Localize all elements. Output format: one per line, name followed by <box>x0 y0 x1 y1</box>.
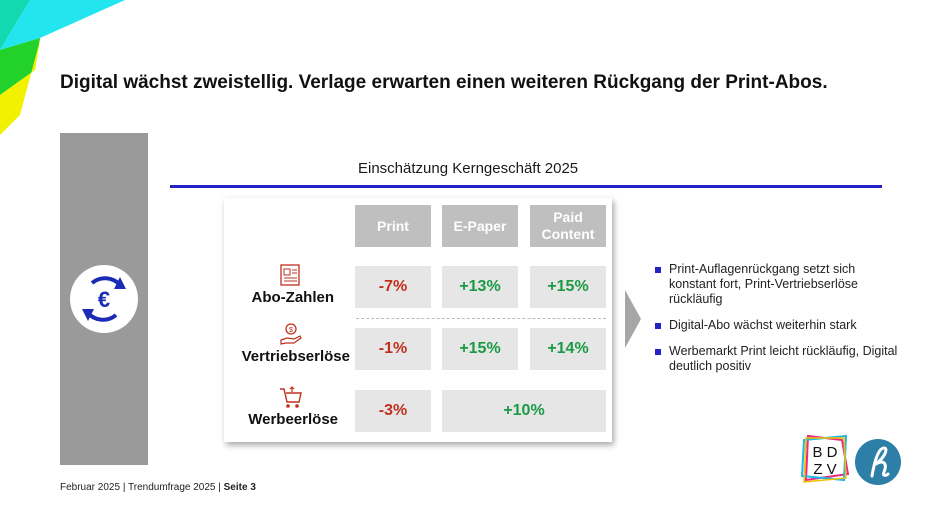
section-title: Einschätzung Kerngeschäft 2025 <box>358 160 579 177</box>
bullet-square-icon <box>655 267 661 273</box>
shopping-cart-icon <box>280 386 302 408</box>
svg-text:Z V: Z V <box>813 461 836 478</box>
corner-decoration <box>0 0 125 135</box>
bullet-text: Print-Auflagenrückgang setzt sich konsta… <box>669 262 858 306</box>
cell-abo-print: -7% <box>355 266 431 308</box>
svg-text:B D: B D <box>812 444 837 461</box>
cell-werbe-print: -3% <box>355 390 431 432</box>
row-label-werbeerloese: Werbeerlöse <box>248 411 338 428</box>
cell-werbe-digital: +10% <box>442 390 606 432</box>
cell-vertrieb-epaper: +15% <box>442 328 518 370</box>
hand-money-icon: $ <box>280 323 302 345</box>
cell-abo-paid: +15% <box>530 266 606 308</box>
bullet-square-icon <box>655 349 661 355</box>
euro-cycle-icon: € <box>70 265 138 333</box>
row-label-abo-zahlen: Abo-Zahlen <box>251 289 335 306</box>
column-header-epaper: E-Paper <box>442 205 518 247</box>
bullet-text: Werbemarkt Print leicht rückläufig, Digi… <box>669 344 898 373</box>
column-header-paid-content: Paid Content <box>530 205 606 247</box>
footer-text: Februar 2025 | Trendumfrage 2025 | <box>60 482 224 493</box>
cell-vertrieb-print: -1% <box>355 328 431 370</box>
row-separator <box>356 318 606 319</box>
bullet-item: Werbemarkt Print leicht rückläufig, Digi… <box>655 344 905 374</box>
chevron-right-icon <box>625 290 641 348</box>
divider-line <box>170 185 882 188</box>
cell-abo-epaper: +13% <box>442 266 518 308</box>
bullet-item: Digital-Abo wächst weiterhin stark <box>655 318 905 333</box>
row-label-vertriebserloese: Vertriebserlöse <box>241 348 350 365</box>
footer: Februar 2025 | Trendumfrage 2025 | Seite… <box>60 482 256 493</box>
bullet-text: Digital-Abo wächst weiterhin stark <box>669 318 857 332</box>
bullet-list: Print-Auflagenrückgang setzt sich konsta… <box>655 262 905 385</box>
bullet-item: Print-Auflagenrückgang setzt sich konsta… <box>655 262 905 307</box>
newspaper-icon <box>280 264 300 286</box>
svg-text:€: € <box>98 287 110 312</box>
page-number: Seite 3 <box>223 482 256 493</box>
bullet-square-icon <box>655 323 661 329</box>
page-title: Digital wächst zweistellig. Verlage erwa… <box>60 72 828 93</box>
h-logo-icon <box>855 439 901 485</box>
column-header-print: Print <box>355 205 431 247</box>
cell-vertrieb-paid: +14% <box>530 328 606 370</box>
bdzv-logo: B D Z V <box>800 434 850 483</box>
svg-text:$: $ <box>289 327 293 334</box>
